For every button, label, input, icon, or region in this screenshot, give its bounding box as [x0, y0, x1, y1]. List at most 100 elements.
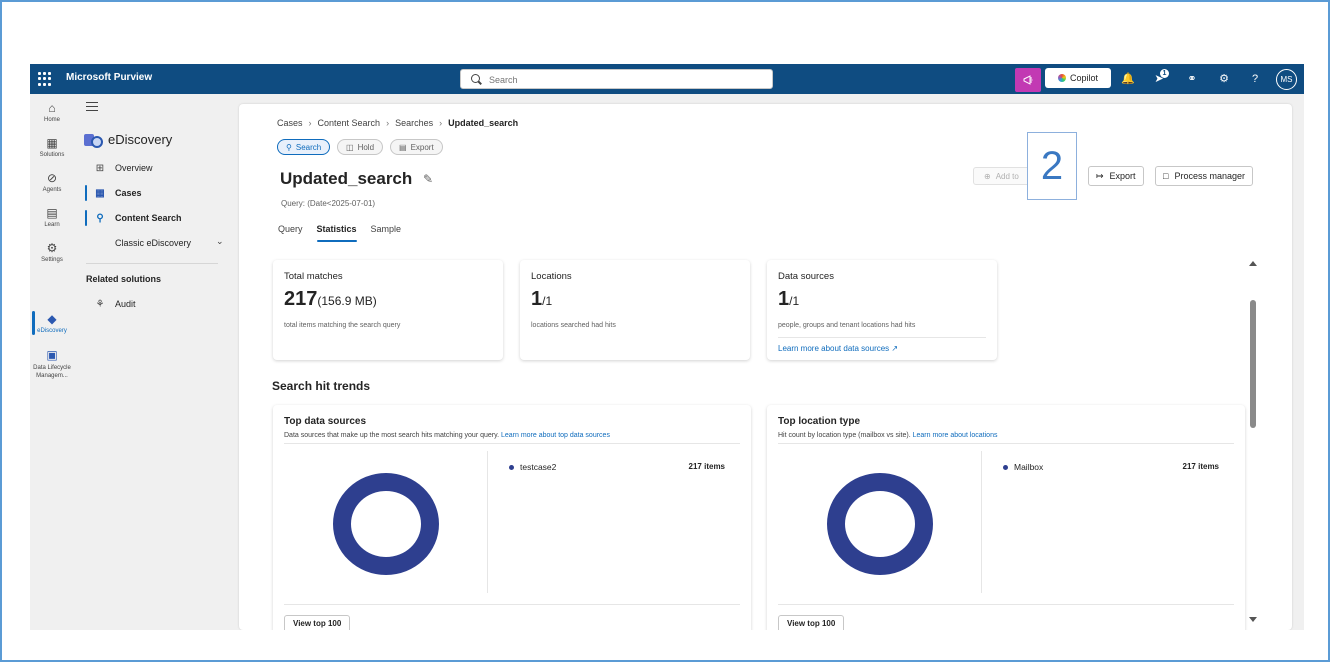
hamburger-icon[interactable]	[86, 102, 98, 111]
data-lifecycle-icon: ▣	[46, 348, 58, 362]
purview-app: Microsoft Purview Copilot 🔔 ➤ 1 ⚭ ⚙ ? MS…	[30, 64, 1304, 630]
legend-count: 217 items	[688, 462, 725, 471]
app-name[interactable]: Microsoft Purview	[66, 72, 153, 83]
rail-item-agents[interactable]: ⊘ Agents	[30, 171, 74, 193]
stat-size: (156.9 MB)	[317, 294, 377, 308]
global-search[interactable]	[460, 69, 773, 89]
nav-item-label: Cases	[115, 188, 142, 198]
panel-divider	[284, 443, 740, 444]
rail-label: Home	[43, 117, 60, 123]
stat-card-locations: Locations 1/1 locations searched had hit…	[520, 260, 750, 360]
learn-more-locations-link[interactable]: Learn more about locations	[912, 432, 998, 439]
pill-export[interactable]: ▤ Export	[390, 139, 443, 155]
app-launcher-icon[interactable]	[38, 72, 52, 86]
stat-number: 1	[778, 288, 790, 310]
legend-name: Mailbox	[1014, 462, 1044, 472]
panel-divider	[284, 604, 740, 605]
stat-label: Data sources	[778, 271, 834, 282]
gear-icon[interactable]: ⚙	[1219, 73, 1229, 85]
process-manager-label: Process manager	[1174, 171, 1245, 181]
legend-name: testcase2	[520, 462, 557, 472]
nav-item-audit[interactable]: ⚘ Audit	[82, 295, 222, 313]
breadcrumb-searches[interactable]: Searches	[395, 118, 434, 128]
search-icon: ⚲	[286, 142, 292, 152]
search-input[interactable]	[489, 73, 759, 86]
stat-label: Total matches	[284, 271, 343, 282]
search-icon: ⚲	[96, 212, 104, 224]
connections-icon[interactable]: ⚭	[1187, 73, 1197, 85]
view-top-100-button[interactable]: View top 100	[284, 615, 351, 630]
tab-statistics[interactable]: Statistics	[316, 224, 364, 242]
rocket-icon[interactable]: ➤	[1154, 73, 1164, 85]
avatar[interactable]: MS	[1276, 69, 1297, 90]
legend-count: 217 items	[1182, 462, 1219, 471]
rail-item-home[interactable]: ⌂ Home	[30, 101, 74, 123]
nav-section-header: eDiscovery	[82, 130, 172, 148]
export-label: Export	[1109, 171, 1136, 181]
rail-item-settings[interactable]: ⚙ Settings	[30, 241, 74, 263]
scroll-up-arrow[interactable]	[1249, 261, 1257, 266]
feedback-button[interactable]	[1015, 68, 1041, 92]
breadcrumb-current: Updated_search	[448, 118, 519, 128]
nav-item-content-search[interactable]: ⚲ Content Search	[82, 209, 222, 227]
rail-label: Learn	[44, 222, 60, 228]
donut-chart	[827, 473, 933, 575]
megaphone-icon	[1023, 75, 1033, 85]
pill-label: Hold	[357, 142, 375, 152]
overview-icon: ⊞	[95, 162, 105, 174]
link-text: Learn more about data sources	[778, 344, 890, 353]
bell-icon[interactable]: 🔔	[1121, 73, 1135, 85]
rail-item-learn[interactable]: ▤ Learn	[30, 206, 74, 228]
help-icon[interactable]: ?	[1251, 73, 1259, 85]
stat-number: 217	[284, 288, 318, 310]
main-content: Cases › Content Search › Searches › Updated…	[239, 104, 1292, 630]
nav-item-cases[interactable]: ▦ Cases	[82, 184, 222, 202]
rail-label: eDiscovery	[37, 328, 67, 334]
scroll-down-arrow[interactable]	[1249, 617, 1257, 622]
pill-search[interactable]: ⚲ Search	[277, 139, 331, 155]
stat-description: total items matching the search query	[284, 322, 401, 329]
stat-description: people, groups and tenant locations had …	[778, 322, 916, 329]
edit-pencil-icon[interactable]: ✎	[423, 172, 434, 186]
stat-card-total-matches: Total matches 217(156.9 MB) total items …	[273, 260, 503, 360]
panel-top-location-type: Top location type Hit count by location …	[767, 405, 1245, 630]
learn-more-top-data-sources-link[interactable]: Learn more about top data sources	[500, 432, 610, 439]
tab-sample[interactable]: Sample	[370, 224, 402, 234]
rail-item-ediscovery[interactable]: ◆ eDiscovery	[30, 312, 74, 334]
secondary-nav: eDiscovery ⊞ Overview ▦ Cases ⚲ Content Sea…	[74, 94, 230, 630]
panel-title: Top data sources	[284, 416, 367, 427]
learn-more-data-sources-link[interactable]: Learn more about data sources ↗	[778, 344, 898, 353]
nav-section-title: eDiscovery	[108, 131, 173, 147]
pill-label: Export	[410, 142, 434, 152]
rail-item-data-lifecycle[interactable]: ▣ Data Lifecycle Managem...	[30, 348, 74, 380]
nav-item-label: Overview	[115, 163, 153, 173]
process-manager-button[interactable]: □ Process manager	[1155, 166, 1253, 186]
scrollbar-thumb[interactable]	[1250, 300, 1256, 428]
legend-item: testcase2 217 items	[509, 462, 725, 472]
stat-value: 1/1	[531, 288, 552, 311]
page-title: Updated_search	[280, 169, 413, 188]
tab-query[interactable]: Query	[278, 224, 303, 234]
breadcrumb-content-search[interactable]: Content Search	[317, 118, 381, 128]
stat-total: /1	[542, 294, 553, 308]
nav-item-overview[interactable]: ⊞ Overview	[82, 159, 222, 177]
view-top-100-button[interactable]: View top 100	[778, 615, 845, 630]
pill-hold[interactable]: ◫ Hold	[337, 139, 384, 155]
settings-icon: ⚙	[46, 241, 58, 255]
external-link-icon: ↗	[891, 344, 899, 353]
chevron-down-icon[interactable]: ⌄	[216, 236, 224, 246]
stat-card-data-sources: Data sources 1/1 people, groups and tena…	[767, 260, 997, 360]
solutions-icon: ▦	[46, 136, 58, 150]
nav-item-classic-ediscovery[interactable]: Classic eDiscovery ⌄	[82, 234, 224, 252]
cases-icon: ▦	[95, 187, 105, 199]
breadcrumb-cases[interactable]: Cases	[277, 118, 303, 128]
rail-item-solutions[interactable]: ▦ Solutions	[30, 136, 74, 158]
panel-top-data-sources: Top data sources Data sources that make …	[273, 405, 751, 630]
copilot-button[interactable]: Copilot	[1045, 68, 1111, 88]
document-icon: ▤	[399, 142, 407, 152]
export-button[interactable]: ↦ Export	[1088, 166, 1144, 186]
step-callout: 2	[1027, 132, 1077, 200]
export-arrow-icon: ↦	[1096, 170, 1104, 181]
rail-label: Solutions	[39, 152, 65, 158]
